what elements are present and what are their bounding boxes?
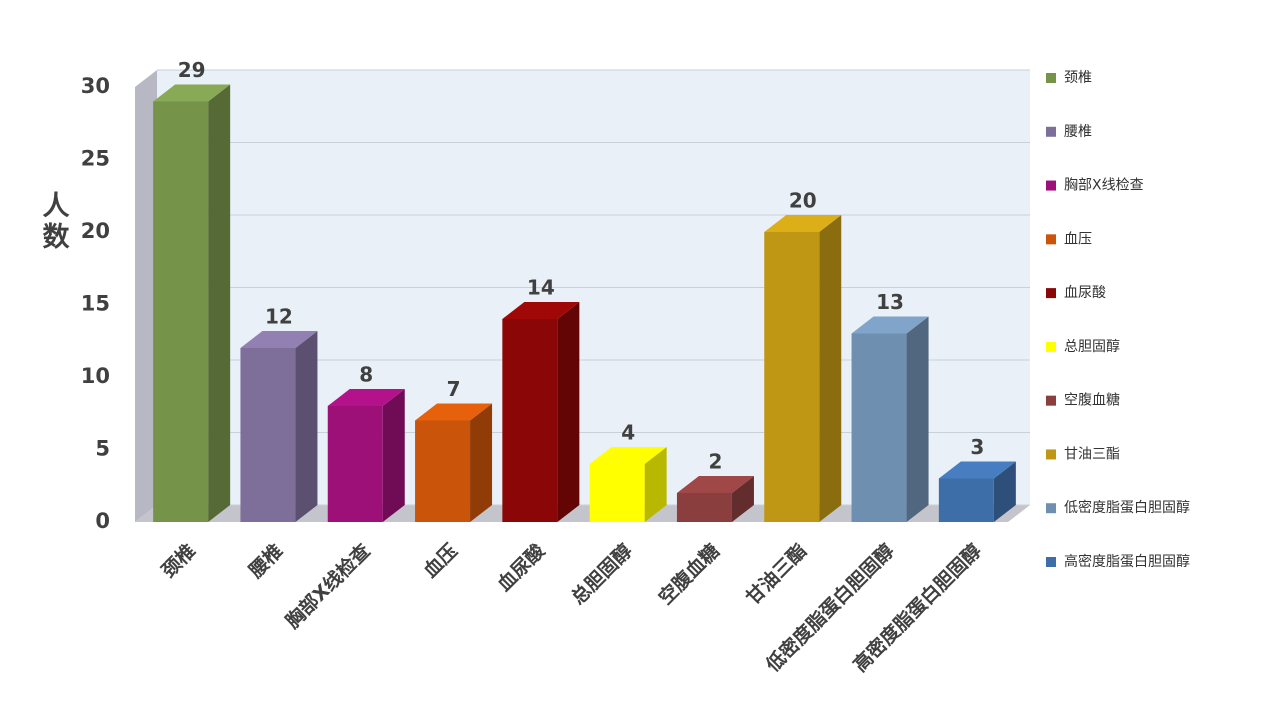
y-tick-label: 25 <box>81 147 110 171</box>
bar <box>676 493 732 522</box>
bar <box>589 464 645 522</box>
bar-side <box>644 447 667 522</box>
legend-label: 空腹血糖 <box>1064 392 1120 409</box>
bar-side <box>731 476 754 522</box>
data-label: 4 <box>621 421 635 445</box>
bar <box>240 348 296 522</box>
legend-label: 胸部X线检查 <box>1064 178 1144 194</box>
legend-swatch <box>1046 503 1056 514</box>
legend-swatch <box>1046 234 1056 245</box>
legend-label: 血压 <box>1064 231 1092 247</box>
x-tick-label: 血压 <box>419 539 462 582</box>
bar-top <box>676 476 754 493</box>
legend-label: 高密度脂蛋白胆固醇 <box>1064 553 1190 570</box>
legend-label: 腰椎 <box>1064 124 1092 140</box>
legend-label: 血尿酸 <box>1064 285 1106 301</box>
bar-side <box>819 215 842 522</box>
bar-top <box>851 316 929 334</box>
legend-swatch <box>1046 180 1056 191</box>
side-wall <box>135 70 157 522</box>
y-axis-title: 人数 <box>38 191 70 253</box>
bar-side <box>557 302 580 522</box>
x-tick-label: 腰椎 <box>244 539 288 583</box>
x-tick-label: 颈椎 <box>157 539 200 582</box>
bar-top <box>327 389 405 406</box>
bar <box>851 333 907 522</box>
data-label: 3 <box>970 435 984 459</box>
bar <box>327 406 383 522</box>
bar <box>764 232 820 522</box>
legend-swatch <box>1046 557 1056 567</box>
bar <box>415 420 471 522</box>
legend-label: 低密度脂蛋白胆固醇 <box>1064 499 1190 516</box>
data-label: 2 <box>708 450 722 474</box>
legend-swatch <box>1046 449 1056 460</box>
legend-swatch <box>1046 126 1056 137</box>
bar-side <box>295 331 318 522</box>
bar-side <box>993 461 1016 522</box>
legend-label: 总胆固醇 <box>1064 338 1120 355</box>
data-label: 20 <box>789 189 817 213</box>
y-tick-label: 15 <box>81 292 110 316</box>
bar-side <box>382 389 405 522</box>
x-tick-label: 甘油三酯 <box>741 539 811 609</box>
y-tick-label: 5 <box>95 437 110 461</box>
data-label: 7 <box>447 377 461 401</box>
data-label: 14 <box>527 276 555 300</box>
legend-swatch <box>1046 395 1056 406</box>
data-label: 8 <box>359 363 373 387</box>
bar-top <box>153 84 231 102</box>
legend-swatch <box>1046 288 1056 299</box>
y-tick-label: 20 <box>81 219 110 243</box>
legend-label: 颈椎 <box>1064 70 1092 86</box>
bar-side <box>470 403 493 522</box>
bar-top <box>938 461 1016 479</box>
bar-top <box>589 447 667 464</box>
bar <box>153 101 209 522</box>
bar-top <box>240 331 318 348</box>
x-tick-label: 总胆固醇 <box>567 539 637 609</box>
x-tick-label: 血尿酸 <box>493 538 550 595</box>
bar-side <box>208 84 231 522</box>
x-tick-label: 胸部X线检查 <box>281 538 376 633</box>
data-label: 29 <box>178 58 206 82</box>
bar-top <box>764 215 842 232</box>
bar <box>502 319 558 522</box>
y-tick-label: 30 <box>81 74 110 98</box>
data-label: 13 <box>876 290 904 314</box>
bar-top <box>415 403 493 421</box>
legend-label: 甘油三酯 <box>1064 446 1120 462</box>
bar <box>938 478 994 522</box>
y-tick-label: 0 <box>95 509 110 533</box>
y-tick-label: 10 <box>81 364 110 388</box>
x-tick-label: 空腹血糖 <box>654 539 724 609</box>
data-label: 12 <box>265 305 293 329</box>
legend-swatch <box>1046 73 1056 83</box>
bar-side <box>906 316 929 522</box>
bar-top <box>502 302 580 319</box>
legend-swatch <box>1046 341 1056 352</box>
